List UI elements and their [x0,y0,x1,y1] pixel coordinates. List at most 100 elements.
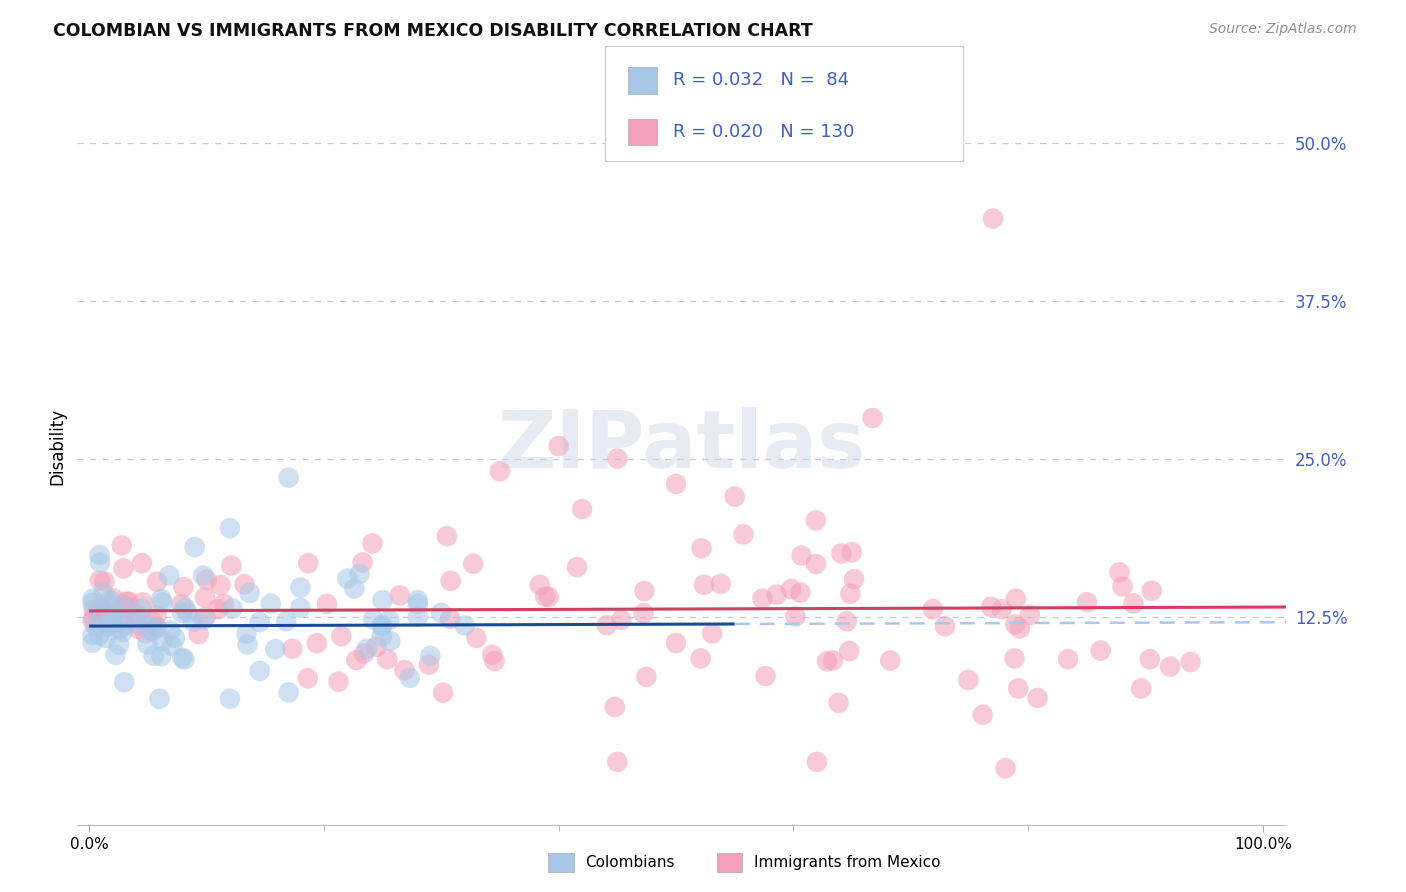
Point [841,545,863,559]
Point [100,598,122,612]
Point [1004,651,1026,665]
Point [406,597,429,611]
Point [1108,566,1130,580]
Point [830,547,852,561]
Point [529,578,551,592]
Point [934,619,956,633]
Point [330,629,353,643]
Point [419,648,441,663]
Point [193,612,215,626]
Point [115,594,138,608]
Point [689,651,711,665]
Point [356,641,378,656]
Point [754,669,776,683]
Text: R = 0.020   N = 130: R = 0.020 N = 130 [673,123,855,141]
Point [125,607,148,622]
Point [361,536,384,550]
Point [170,597,193,611]
Point [87,605,110,619]
Point [193,568,215,582]
Point [112,561,135,575]
Point [236,637,259,651]
Point [127,608,149,623]
Point [136,637,159,651]
Point [233,577,256,591]
Point [371,593,394,607]
Point [194,610,217,624]
Point [839,587,862,601]
Point [219,521,242,535]
Point [724,490,747,504]
Point [131,602,153,616]
Point [316,597,339,611]
Point [260,597,283,611]
Point [157,568,180,582]
Point [596,618,619,632]
Point [440,574,463,588]
Point [693,578,716,592]
Point [104,648,127,662]
Point [352,556,374,570]
Point [439,612,461,626]
Point [371,629,394,643]
Point [371,618,394,632]
Point [148,691,170,706]
Point [785,609,807,624]
Point [378,613,401,627]
Point [100,615,122,630]
Point [388,589,411,603]
Point [89,574,111,588]
Point [138,619,160,633]
Point [235,626,257,640]
Point [418,657,440,672]
Point [481,648,503,662]
Point [98,618,121,632]
Text: R = 0.032   N =  84: R = 0.032 N = 84 [673,71,849,89]
Point [112,618,135,632]
Point [534,590,557,604]
Point [82,628,104,642]
Point [361,612,384,626]
Point [690,541,713,556]
Point [111,599,134,613]
Point [112,675,135,690]
Point [163,631,186,645]
Point [733,527,755,541]
Text: COLOMBIAN VS IMMIGRANTS FROM MEXICO DISABILITY CORRELATION CHART: COLOMBIAN VS IMMIGRANTS FROM MEXICO DISA… [53,22,813,40]
Point [221,558,243,573]
Point [1076,595,1098,609]
Point [815,654,838,668]
Point [221,601,243,615]
Point [827,696,849,710]
Point [118,595,141,609]
Point [406,609,429,624]
Point [146,574,169,589]
Point [219,691,242,706]
Point [90,602,112,616]
Point [489,464,512,478]
Point [194,591,217,605]
Point [328,674,350,689]
Point [89,548,111,562]
Point [173,652,195,666]
Point [117,602,139,616]
Point [700,626,723,640]
Point [804,557,827,571]
Point [780,582,803,596]
Point [343,582,366,596]
Point [100,608,122,623]
Point [145,608,167,623]
Point [297,556,319,570]
Point [127,622,149,636]
Point [790,549,813,563]
Point [565,560,588,574]
Point [159,624,181,638]
Point [789,585,811,599]
Point [606,451,628,466]
Point [93,574,115,589]
Point [107,616,129,631]
Point [125,616,148,631]
Point [277,685,299,699]
Point [97,619,120,633]
Point [370,619,392,633]
